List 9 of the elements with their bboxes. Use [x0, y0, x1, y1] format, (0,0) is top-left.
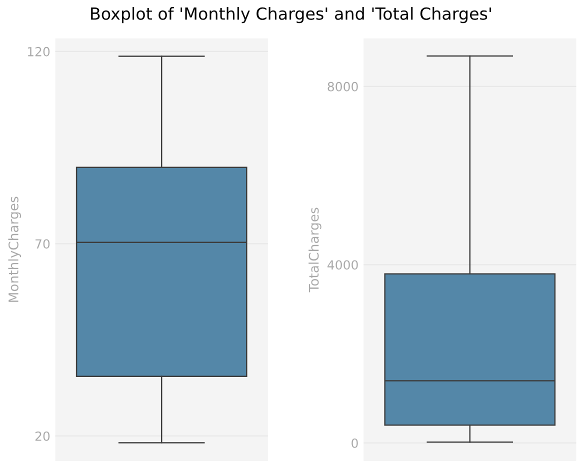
y-axis-title: TotalCharges [308, 208, 322, 292]
chart-title: Boxplot of 'Monthly Charges' and 'Total Charges' [91, 7, 491, 24]
y-tick-label: 4000 [328, 260, 358, 270]
y-tick-label: 120 [28, 46, 50, 56]
y-axis-title: MonthlyCharges [8, 196, 22, 302]
y-tick-label: 8000 [328, 82, 358, 92]
y-tick-label: 70 [36, 239, 50, 249]
y-tick-label: 0 [352, 438, 358, 448]
y-tick-label: 20 [35, 431, 50, 441]
